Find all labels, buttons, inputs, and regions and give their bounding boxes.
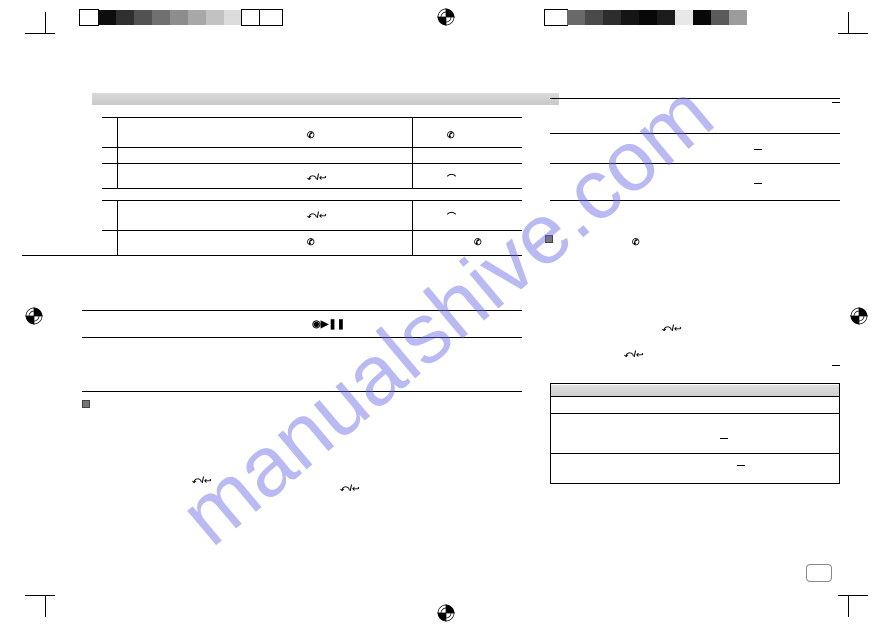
crop-mark xyxy=(45,595,46,617)
bullet-square xyxy=(82,400,90,408)
rule-line xyxy=(550,383,840,384)
call-icon: ✆ xyxy=(307,130,315,141)
box-side xyxy=(839,383,840,483)
rule-line xyxy=(550,413,840,414)
back-icon: ⤺/↩ xyxy=(624,349,643,360)
rule-line xyxy=(82,337,522,338)
table-line xyxy=(102,188,522,189)
rule-line xyxy=(550,396,840,397)
back-icon: ⤺/↩ xyxy=(307,210,326,221)
rule-line xyxy=(550,98,840,99)
crop-mark xyxy=(838,595,868,596)
color-bar-left xyxy=(80,10,282,25)
color-bar-right xyxy=(545,10,747,25)
registration-mark xyxy=(850,307,868,325)
call-icon: ✆ xyxy=(447,130,455,141)
table-line xyxy=(412,200,413,255)
table-line xyxy=(102,147,522,148)
call-icon: ✆ xyxy=(474,237,482,248)
back-icon: ⤺/↩ xyxy=(192,475,211,486)
rule-line xyxy=(550,483,840,484)
table-line xyxy=(102,230,522,231)
dash xyxy=(754,183,762,184)
back-icon: ⤺/↩ xyxy=(340,483,359,494)
rule-line xyxy=(82,310,522,311)
call-icon: ✆ xyxy=(307,237,315,248)
crop-mark xyxy=(25,33,55,34)
back-icon: ⤺/↩ xyxy=(662,323,681,334)
header-stripe-left xyxy=(92,93,559,105)
dash xyxy=(720,438,728,439)
rule-line xyxy=(550,200,840,201)
table-line xyxy=(117,117,118,188)
dash xyxy=(737,465,745,466)
rule-line xyxy=(550,133,840,134)
registration-mark xyxy=(437,604,455,622)
table-line xyxy=(102,163,522,164)
table-line xyxy=(102,200,522,201)
table-line xyxy=(412,117,413,188)
bullet-square xyxy=(545,235,553,243)
crop-mark xyxy=(848,595,849,617)
box-side xyxy=(550,383,551,483)
dash xyxy=(832,102,840,103)
crop-mark xyxy=(25,595,55,596)
table-line xyxy=(102,117,522,118)
rule-line xyxy=(82,391,522,392)
document-content: ✆ ✆ ⤺/↩ ⌒ ⤺/↩ ⌒ ✆ ✆ ✆ ◉▶❚❚ ⤺/↩ ⤺/↩ ⤺/↩ ⤺… xyxy=(102,85,828,595)
crop-mark xyxy=(848,12,849,34)
dash xyxy=(832,365,840,366)
hangup-icon: ⌒ xyxy=(447,210,456,223)
call-icon: ✆ xyxy=(632,237,640,248)
registration-mark xyxy=(25,307,43,325)
registration-mark xyxy=(437,8,455,26)
header-stripe-right xyxy=(550,385,840,396)
crop-mark xyxy=(45,12,46,34)
crop-mark xyxy=(838,33,868,34)
back-icon: ⤺/↩ xyxy=(307,172,326,183)
table-line xyxy=(22,255,522,256)
dash xyxy=(754,149,762,150)
page-number-box xyxy=(806,564,832,582)
rule-line xyxy=(550,163,840,164)
table-line xyxy=(117,200,118,255)
hangup-icon: ⌒ xyxy=(447,172,456,185)
rule-line xyxy=(550,453,840,454)
play-icon: ◉▶❚❚ xyxy=(312,319,345,330)
